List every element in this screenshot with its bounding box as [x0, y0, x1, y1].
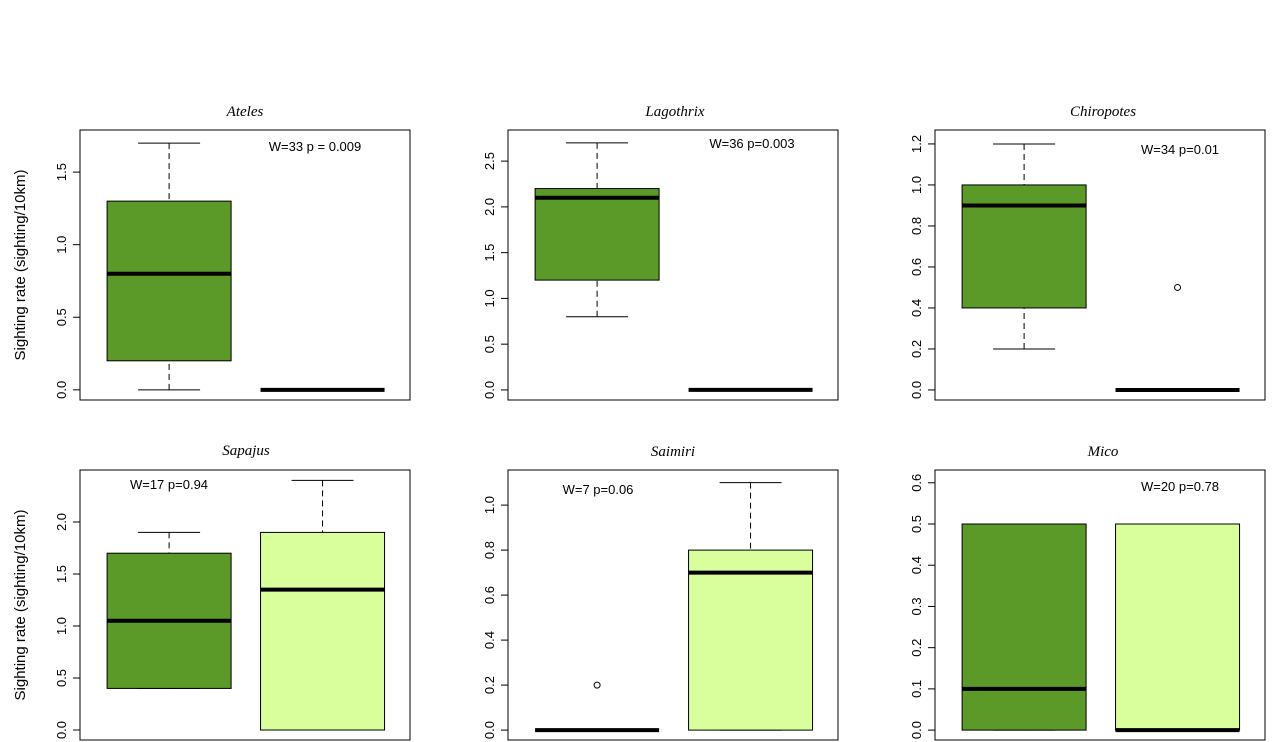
plot-frame: [79, 129, 411, 401]
box: [106, 200, 232, 362]
box: [961, 523, 1087, 731]
y-tick-label: 1.5: [54, 565, 69, 583]
y-tick-label: 0.0: [482, 721, 497, 739]
annotation: W=33 p = 0.009: [269, 139, 362, 154]
panel-title: Lagothrix: [644, 104, 705, 120]
y-tick-label: 0.2: [909, 639, 924, 657]
box: [260, 531, 386, 731]
y-tick-label: 0.3: [909, 597, 924, 615]
y-tick-label: 0.0: [482, 381, 497, 399]
y-tick-label: 0.0: [54, 721, 69, 739]
annotation: W=36 p=0.003: [709, 136, 794, 151]
y-tick-label: 0.5: [54, 669, 69, 687]
plot-frame: [507, 469, 839, 741]
box: [534, 188, 660, 281]
y-tick-label: 0.2: [909, 340, 924, 358]
box: [1115, 523, 1241, 731]
y-tick-label: 0.5: [909, 515, 924, 533]
annotation: W=34 p=0.01: [1141, 142, 1219, 157]
y-tick-label: 1.0: [482, 289, 497, 307]
panel-title: Mico: [1087, 444, 1119, 460]
y-tick-label: 0.0: [909, 721, 924, 739]
y-tick-label: 0.8: [909, 217, 924, 235]
outlier: [593, 681, 601, 689]
y-tick-label: 0.6: [909, 474, 924, 492]
y-tick-label: 0.4: [909, 556, 924, 574]
y-tick-label: 0.1: [909, 680, 924, 698]
y-tick-label: 0.6: [482, 586, 497, 604]
outlier: [1174, 283, 1182, 291]
y-tick-label: 0.5: [482, 335, 497, 353]
y-tick-label: 0.0: [54, 381, 69, 399]
y-tick-label: 1.0: [54, 617, 69, 635]
annotation: W=17 p=0.94: [130, 477, 208, 492]
y-tick-label: 0.8: [482, 541, 497, 559]
y-tick-label: 1.5: [482, 244, 497, 262]
plot-frame: [934, 129, 1266, 401]
box: [961, 184, 1087, 309]
y-axis-label: Sighting rate (sighting/10km): [12, 170, 29, 361]
panel-title: Ateles: [226, 104, 264, 120]
y-tick-label: 1.0: [54, 236, 69, 254]
y-tick-label: 0.4: [909, 299, 924, 317]
y-tick-label: 1.2: [909, 135, 924, 153]
y-tick-label: 1.0: [909, 176, 924, 194]
y-axis-label: Sighting rate (sighting/10km): [12, 510, 29, 701]
annotation: W=20 p=0.78: [1141, 479, 1219, 494]
box: [688, 549, 814, 731]
annotation: W=7 p=0.06: [563, 482, 634, 497]
y-tick-label: 2.0: [482, 198, 497, 216]
y-tick-label: 0.0: [909, 381, 924, 399]
y-tick-label: 0.2: [482, 676, 497, 694]
y-tick-label: 1.0: [482, 496, 497, 514]
plot-frame: [934, 469, 1266, 741]
y-tick-label: 2.5: [482, 152, 497, 170]
y-tick-label: 0.5: [54, 308, 69, 326]
panel-title: Chiropotes: [1070, 104, 1136, 120]
y-tick-label: 0.4: [482, 631, 497, 649]
panel-title: Sapajus: [222, 443, 270, 459]
plot-frame: [507, 129, 839, 401]
y-tick-label: 2.0: [54, 513, 69, 531]
panel-title: Saimiri: [651, 444, 695, 460]
plot-frame: [79, 469, 411, 741]
y-tick-label: 1.5: [54, 163, 69, 181]
y-tick-label: 0.6: [909, 258, 924, 276]
